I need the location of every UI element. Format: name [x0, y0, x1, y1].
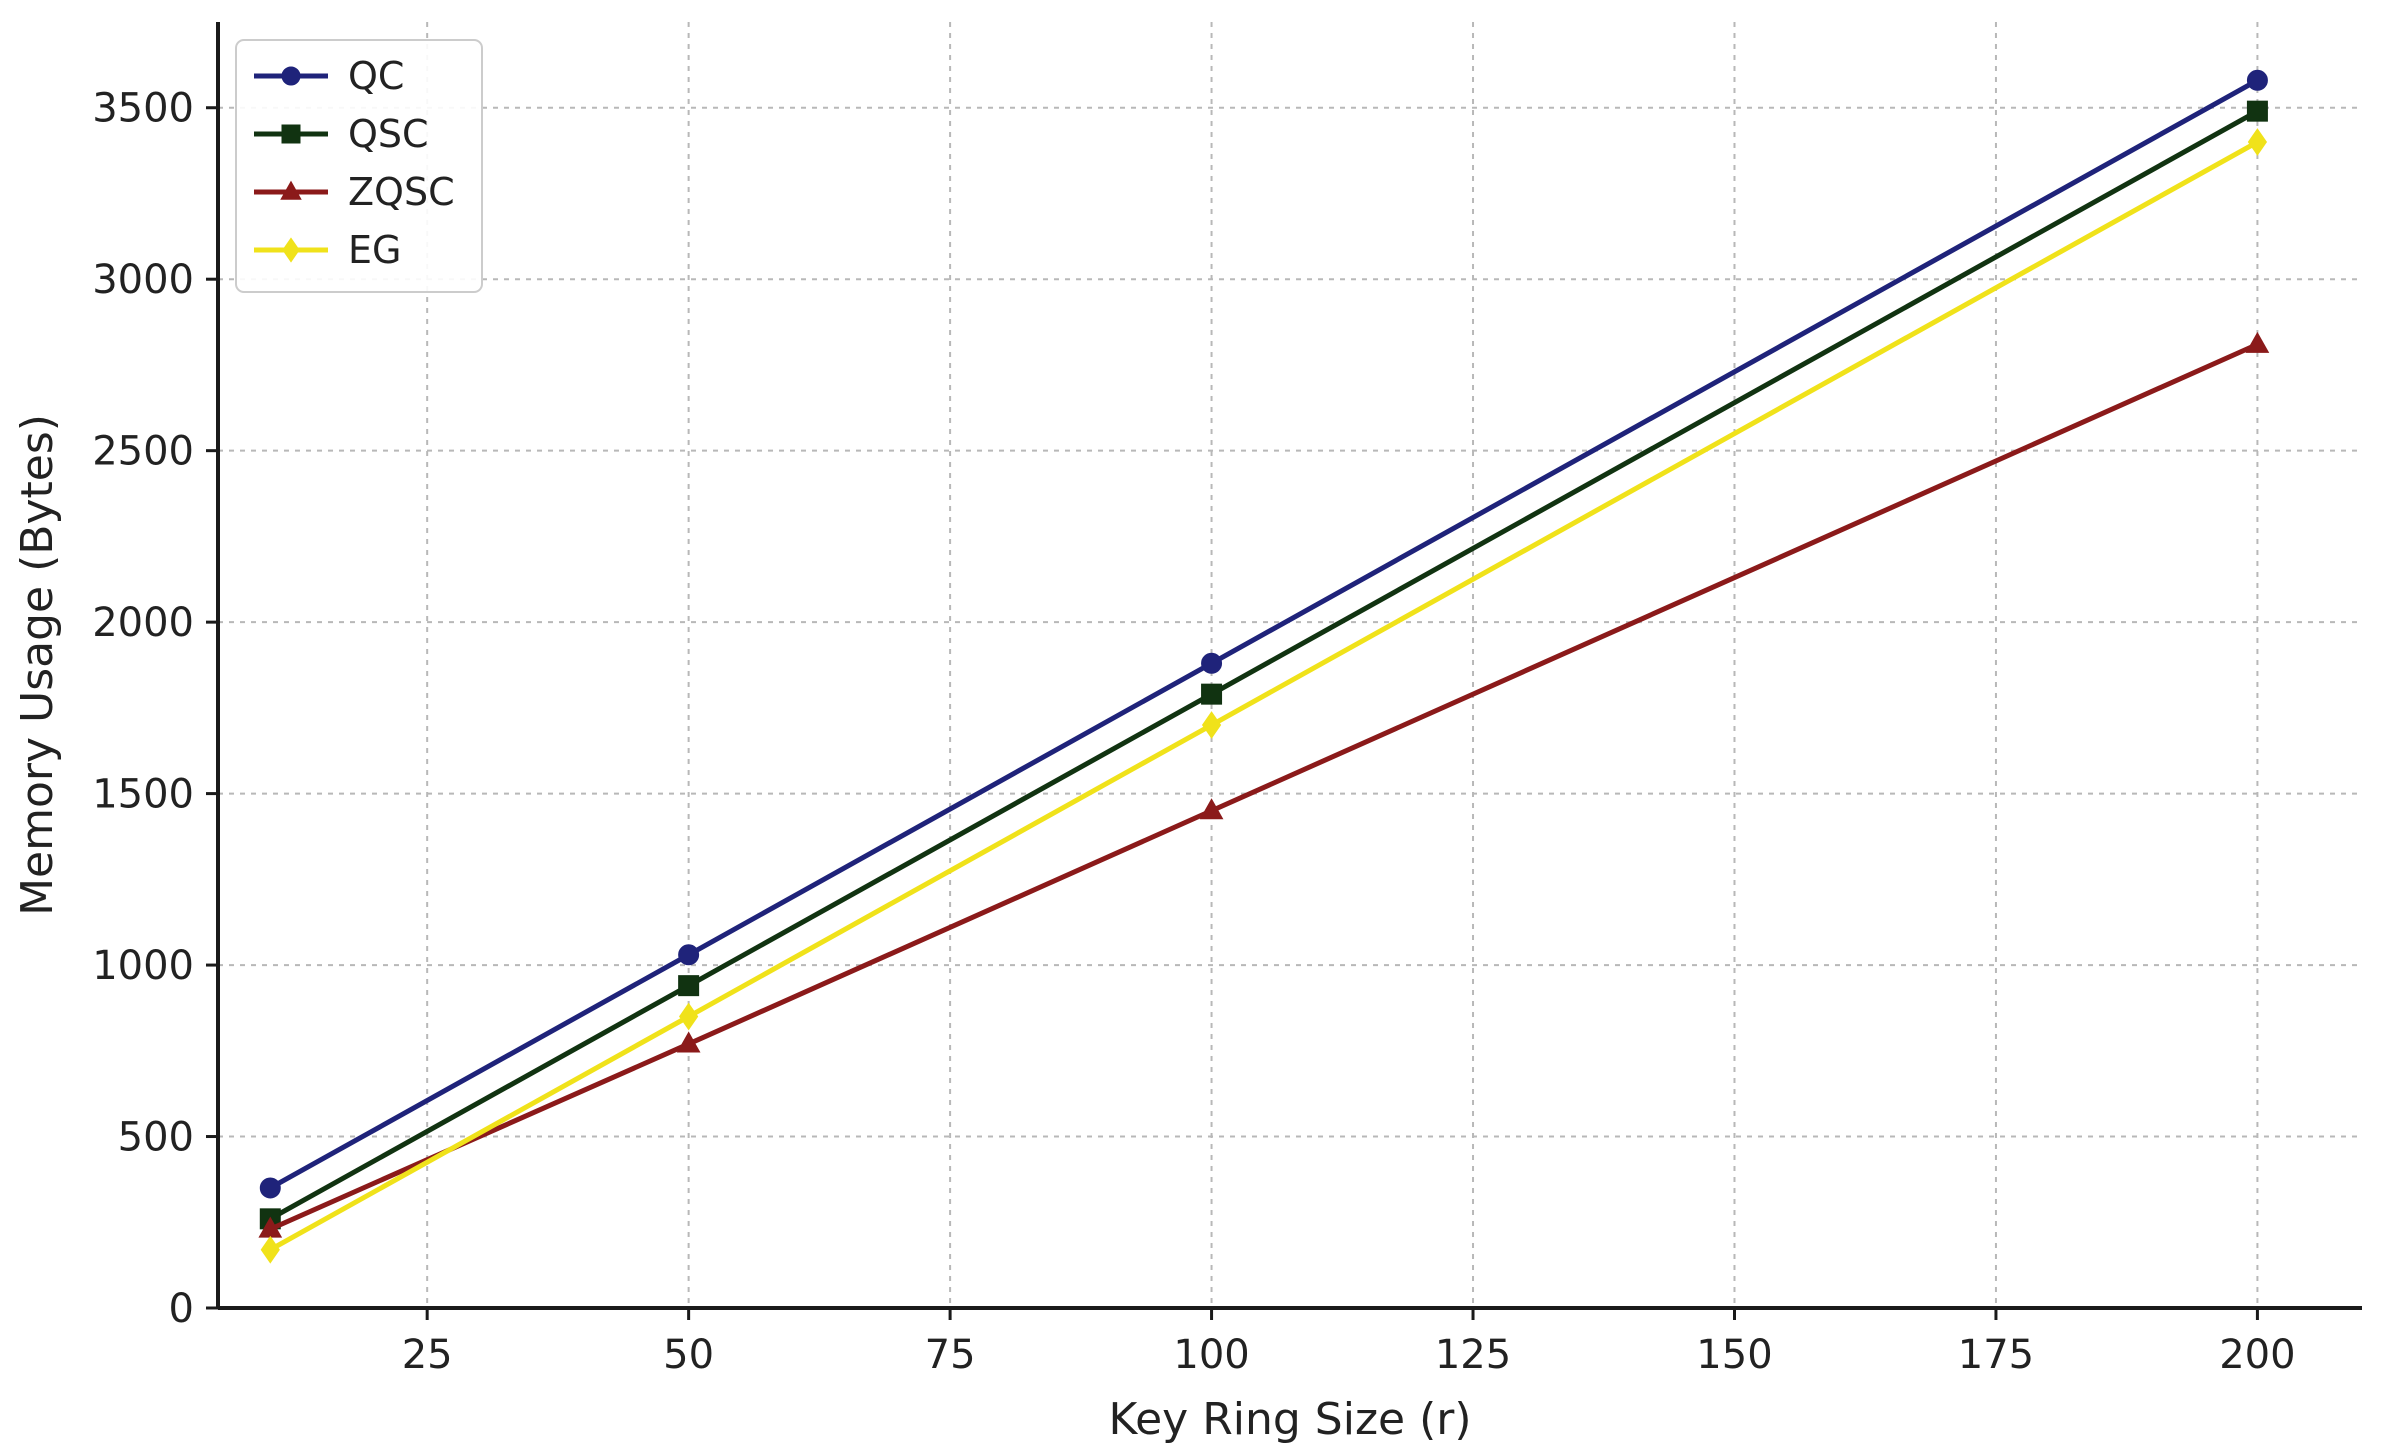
x-tick-label: 100: [1173, 1332, 1249, 1378]
legend-box: [235, 39, 483, 293]
legend-label: ZQSC: [348, 170, 455, 214]
data-point-eg: [1201, 711, 1222, 739]
y-tick-label: 1500: [92, 772, 194, 818]
series-lines: [258, 69, 2270, 1264]
data-point-qsc: [678, 975, 700, 997]
y-tick-label: 1000: [92, 943, 194, 989]
axes: [206, 22, 2362, 1320]
data-point-zqsc: [1199, 798, 1224, 820]
legend-marker: [282, 237, 300, 263]
x-tick-label: 150: [1696, 1332, 1772, 1378]
y-tick-label: 2500: [92, 429, 194, 475]
data-point-qc: [259, 1177, 281, 1199]
legend-item-zqsc: ZQSC: [254, 170, 455, 214]
data-point-qsc: [2246, 100, 2268, 122]
series-zqsc: [258, 331, 2270, 1238]
x-tick-label: 75: [925, 1332, 976, 1378]
legend-marker: [281, 124, 301, 144]
y-tick-label: 2000: [92, 600, 194, 646]
series-eg: [260, 128, 2268, 1264]
legend-item-eg: EG: [254, 228, 401, 272]
legend-label: EG: [348, 228, 401, 272]
y-tick-label: 0: [169, 1286, 194, 1332]
y-axis-label: Memory Usage (Bytes): [12, 414, 63, 916]
series-qc: [259, 69, 2268, 1199]
data-point-eg: [260, 1235, 280, 1264]
data-point-eg: [2247, 128, 2268, 156]
series-line-qsc: [269, 108, 2259, 1222]
legend-marker: [281, 66, 301, 86]
legend-label: QC: [348, 54, 404, 98]
y-tick-label: 3000: [92, 257, 194, 303]
legend-marker: [280, 180, 302, 200]
data-point-qc: [2246, 69, 2268, 91]
data-point-zqsc: [676, 1031, 701, 1053]
x-axis-label: Key Ring Size (r): [1108, 1394, 1471, 1444]
legend: QC QSC ZQSC EG: [235, 39, 483, 293]
y-tick-label: 500: [118, 1115, 194, 1161]
series-line-zqsc: [269, 342, 2259, 1232]
data-point-qc: [678, 944, 700, 966]
data-point-qc: [1201, 652, 1223, 674]
legend-item-qsc: QSC: [254, 112, 429, 156]
data-point-qsc: [1201, 683, 1223, 705]
x-tick-label: 50: [663, 1332, 714, 1378]
legend-label: QSC: [348, 112, 429, 156]
data-point-zqsc: [2245, 331, 2270, 353]
series-line-eg: [269, 139, 2259, 1252]
x-tick-label: 200: [2219, 1332, 2295, 1378]
series-line-qc: [269, 78, 2259, 1191]
y-tick-label: 3500: [92, 86, 194, 132]
x-tick-label: 125: [1435, 1332, 1511, 1378]
data-point-eg: [679, 1002, 699, 1031]
x-tick-label: 175: [1958, 1332, 2034, 1378]
tick-labels: 25 50 75 100 125 150 175 2000500100015002000250…: [92, 86, 2295, 1378]
legend-item-qc: QC: [254, 54, 404, 98]
x-tick-label: 25: [402, 1332, 453, 1378]
